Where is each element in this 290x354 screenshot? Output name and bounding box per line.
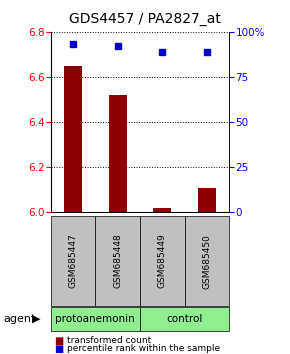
Text: GSM685450: GSM685450 xyxy=(202,234,211,289)
Text: ■: ■ xyxy=(54,344,63,354)
Text: ■: ■ xyxy=(54,336,63,346)
Text: protoanemonin: protoanemonin xyxy=(55,314,135,324)
Text: control: control xyxy=(166,314,203,324)
Bar xyxy=(109,95,126,212)
Text: ▶: ▶ xyxy=(32,314,41,324)
Bar xyxy=(64,66,82,212)
Text: GSM685448: GSM685448 xyxy=(113,234,122,289)
Text: agent: agent xyxy=(3,314,35,324)
Text: GSM685449: GSM685449 xyxy=(158,234,167,289)
Text: percentile rank within the sample: percentile rank within the sample xyxy=(67,344,220,353)
Bar xyxy=(198,188,216,212)
Text: transformed count: transformed count xyxy=(67,336,151,345)
Bar xyxy=(153,208,171,212)
Text: GSM685447: GSM685447 xyxy=(68,234,77,289)
Text: GDS4457 / PA2827_at: GDS4457 / PA2827_at xyxy=(69,12,221,27)
